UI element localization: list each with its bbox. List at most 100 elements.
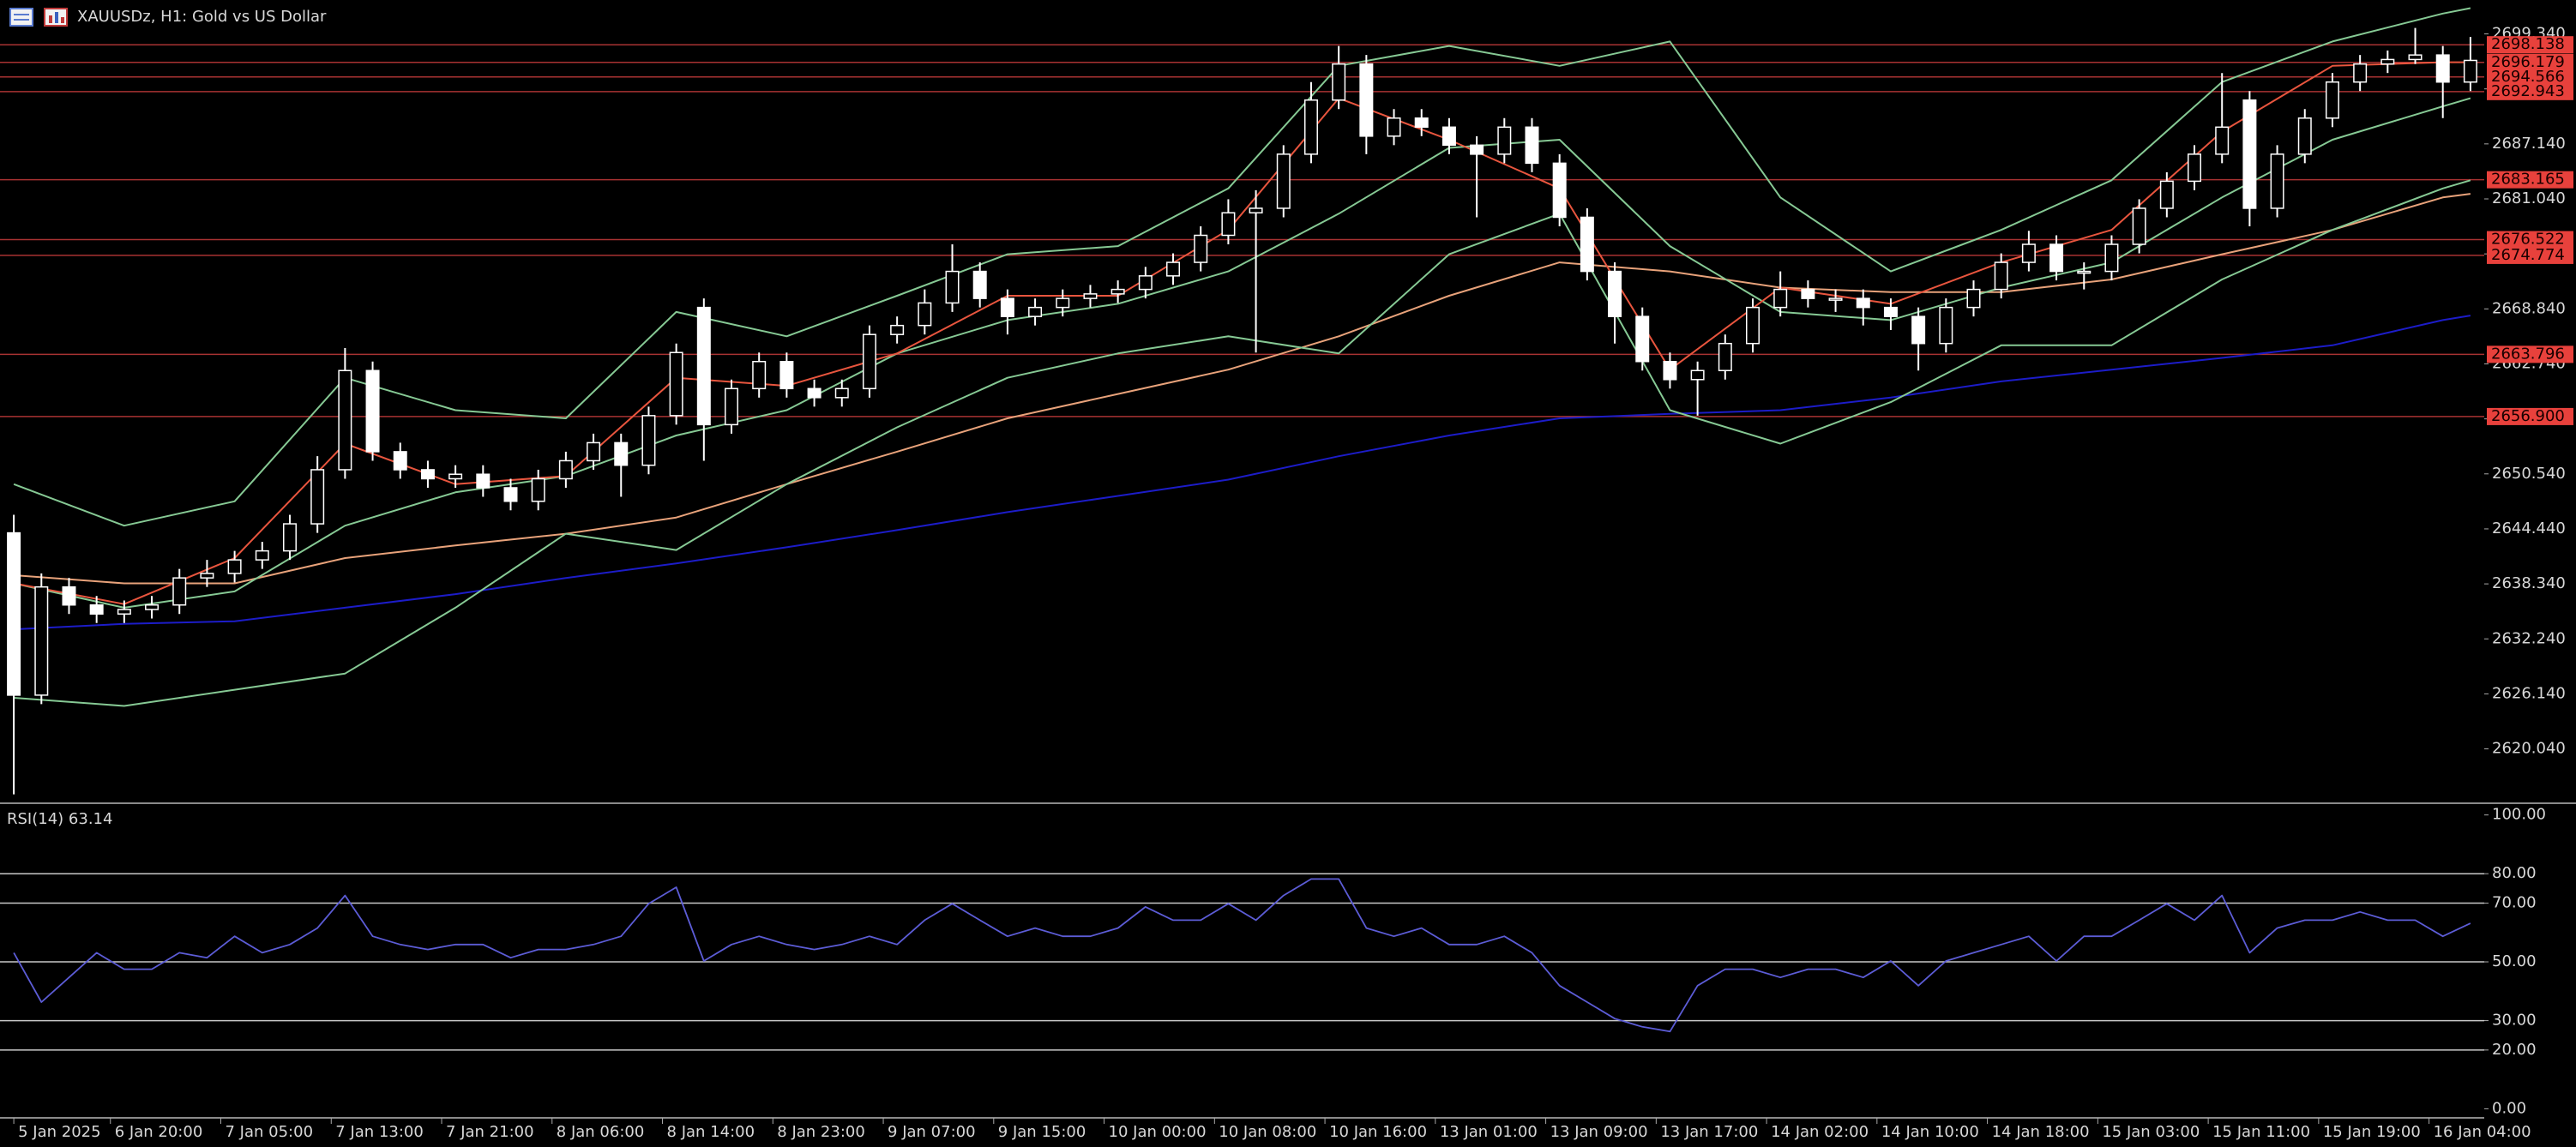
menu-icon[interactable] [9, 8, 33, 27]
y-tick-label: 2681.040 [2492, 189, 2566, 207]
level-label: 2698.138 [2491, 35, 2565, 53]
candle-body [172, 577, 187, 606]
candle-body [669, 351, 683, 417]
candle-body [1746, 306, 1760, 345]
x-tick-label: 8 Jan 14:00 [667, 1123, 755, 1141]
y-tick-label: 2668.840 [2492, 299, 2566, 317]
candle-body [2104, 243, 2119, 273]
x-tick-label: 15 Jan 11:00 [2212, 1123, 2310, 1141]
x-tick-label: 16 Jan 04:00 [2434, 1123, 2531, 1141]
candle-body [1166, 261, 1181, 277]
candle-body [918, 302, 932, 327]
candle-body [420, 469, 435, 480]
x-tick-label: 6 Jan 20:00 [115, 1123, 203, 1141]
x-tick-label: 13 Jan 09:00 [1550, 1123, 1648, 1141]
level-label-box [2487, 53, 2573, 71]
candle-body [1994, 261, 2008, 291]
y-tick-label: 20.00 [2492, 1041, 2537, 1059]
candle-body [2408, 54, 2423, 61]
candle-body [1000, 297, 1014, 317]
level-label: 2696.179 [2491, 53, 2565, 71]
candle-body [200, 573, 214, 579]
candle-body [1303, 99, 1318, 155]
x-tick-label: 8 Jan 23:00 [777, 1123, 865, 1141]
candle-body [1939, 306, 1953, 345]
x-tick-label: 10 Jan 16:00 [1329, 1123, 1427, 1141]
candle-body [807, 387, 822, 399]
symbol-icons [9, 8, 68, 27]
icon-bar [55, 12, 58, 23]
x-tick-label: 7 Jan 05:00 [226, 1123, 314, 1141]
level-label: 2663.796 [2491, 345, 2565, 363]
indicator-line [14, 193, 2471, 585]
candle-body [448, 473, 463, 480]
candle-body [365, 369, 380, 453]
candle-body [34, 586, 49, 696]
candle-body [834, 387, 849, 399]
x-tick-label: 10 Jan 08:00 [1219, 1123, 1316, 1141]
y-tick-label: 2644.440 [2492, 519, 2566, 537]
candle-body [1635, 315, 1650, 363]
candle-body [641, 415, 656, 466]
candle-body [2049, 243, 2064, 273]
candle-body [558, 459, 573, 480]
level-label-box [2487, 36, 2573, 54]
candle-body [2215, 126, 2230, 155]
x-tick-label: 8 Jan 06:00 [557, 1123, 645, 1141]
candle-body [1690, 369, 1705, 381]
icon-bar [61, 17, 64, 23]
indicator-title: RSI(14) 63.14 [7, 810, 112, 828]
candle-body [338, 369, 352, 471]
candle-body [2270, 153, 2284, 209]
candle-body [1525, 126, 1539, 165]
level-label: 2656.900 [2491, 407, 2565, 425]
candle-body [2380, 58, 2395, 65]
level-label-box [2487, 171, 2573, 189]
x-tick-label: 7 Jan 13:00 [335, 1123, 424, 1141]
candle-body [1470, 144, 1484, 155]
candle-body [2353, 63, 2368, 83]
candle-body [1663, 360, 1677, 381]
chart-title: XAUUSDz, H1: Gold vs US Dollar [77, 8, 327, 26]
candle-body [1441, 126, 1456, 147]
candle-body [1497, 126, 1512, 155]
candle-body [1110, 288, 1125, 295]
candle-body [1083, 293, 1098, 299]
level-label-box [2487, 345, 2573, 363]
x-tick-label: 13 Jan 17:00 [1660, 1123, 1758, 1141]
x-tick-label: 10 Jan 00:00 [1109, 1123, 1207, 1141]
candle-body [1387, 117, 1401, 137]
candle-body [972, 270, 987, 299]
candle-body [1580, 216, 1594, 273]
candle-body [89, 604, 104, 615]
candle-body [310, 469, 325, 525]
candle-body [1138, 275, 1153, 291]
level-label: 2694.566 [2491, 68, 2565, 86]
candle-body [696, 306, 711, 426]
candle-body [890, 324, 905, 335]
candle-body [1608, 270, 1622, 317]
y-tick-label: 100.00 [2492, 806, 2546, 824]
level-label-box [2487, 231, 2573, 249]
candle-body [2325, 81, 2339, 119]
icon-bar [49, 15, 52, 23]
x-tick-label: 7 Jan 21:00 [446, 1123, 534, 1141]
candle-body [255, 549, 269, 561]
y-tick-label: 2632.240 [2492, 629, 2566, 647]
level-label-box [2487, 82, 2573, 100]
y-tick-label: 80.00 [2492, 864, 2537, 882]
candle-body [1966, 288, 1981, 309]
candle-body [2242, 99, 2257, 209]
candle-body [531, 477, 545, 502]
y-tick-label: 2620.040 [2492, 740, 2566, 758]
candle-body [1718, 342, 1732, 372]
candle-body [725, 387, 738, 426]
y-tick-label: 2687.140 [2492, 135, 2566, 153]
candle-body [1056, 297, 1070, 309]
candle-body [1552, 162, 1567, 219]
candle-body [2463, 59, 2477, 83]
candle-body [945, 270, 960, 304]
candle-body [2435, 54, 2450, 83]
